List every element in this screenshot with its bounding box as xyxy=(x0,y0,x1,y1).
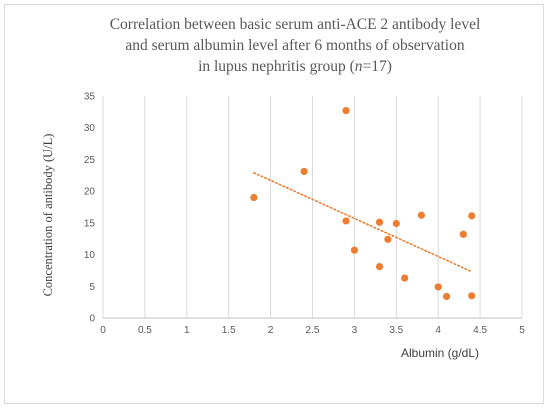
data-point-11 xyxy=(434,283,442,291)
data-point-9 xyxy=(401,274,409,282)
x-tick-label-10: 5 xyxy=(519,325,525,336)
data-point-8 xyxy=(392,219,400,228)
title-line-3: in lupus nephritis group (n=17) xyxy=(60,56,530,77)
data-point-12 xyxy=(442,292,451,301)
x-tick-label-6: 3 xyxy=(352,325,358,336)
y-tick-label-3: 15 xyxy=(84,218,96,229)
title-n-symbol: n xyxy=(354,58,363,75)
x-tick-label-9: 4.5 xyxy=(473,325,487,336)
x-tick-label-5: 2.5 xyxy=(306,325,320,336)
data-point-13 xyxy=(459,230,467,238)
x-axis-label: Albumin (g/dL) xyxy=(401,346,479,360)
title-line-3-text: in lupus nephritis group ( xyxy=(198,58,355,75)
data-point-1 xyxy=(300,167,308,176)
y-tick-label-1: 5 xyxy=(89,282,95,293)
x-tick-labels: 0 0.5 1 1.5 2 2.5 3 3.5 4 4.5 5 xyxy=(100,325,525,336)
x-tick-label-8: 4 xyxy=(435,325,441,336)
data-point-7 xyxy=(384,235,392,243)
data-points xyxy=(250,106,476,301)
y-tick-label-4: 20 xyxy=(84,187,96,198)
data-point-14 xyxy=(468,212,476,220)
trendline xyxy=(253,171,473,273)
gridlines xyxy=(102,96,523,319)
data-point-5 xyxy=(375,218,384,226)
data-point-0 xyxy=(250,193,258,202)
title-n-value: =17) xyxy=(362,58,392,75)
y-tick-label-6: 30 xyxy=(84,123,96,134)
y-tick-label-5: 25 xyxy=(84,155,96,166)
data-point-3 xyxy=(342,217,350,225)
x-tick-label-7: 3.5 xyxy=(389,325,403,336)
y-tick-label-2: 10 xyxy=(84,250,96,261)
x-tick-label-4: 2 xyxy=(268,325,274,336)
y-tick-label-7: 35 xyxy=(84,92,96,103)
title-line-1: Correlation between basic serum anti-ACE… xyxy=(109,16,481,33)
x-tick-label-2: 1 xyxy=(184,325,190,336)
y-tick-labels: 0 5 10 15 20 25 30 35 xyxy=(84,92,96,325)
x-tick-label-3: 1.5 xyxy=(222,325,236,336)
data-point-4 xyxy=(350,246,358,254)
data-point-15 xyxy=(468,292,476,300)
title-line-2: and serum albumin level after 6 months o… xyxy=(125,37,465,54)
x-tick-label-1: 0.5 xyxy=(138,325,152,336)
y-tick-label-0: 0 xyxy=(89,314,95,325)
chart-title: Correlation between basic serum anti-ACE… xyxy=(60,14,530,77)
data-point-2 xyxy=(342,106,350,115)
data-point-6 xyxy=(375,263,384,271)
trendline-group xyxy=(253,171,473,273)
x-tick-label-0: 0 xyxy=(100,325,106,336)
chart-frame xyxy=(4,4,544,404)
y-axis-label: Concentration of antibody (U/L) xyxy=(41,134,55,297)
data-point-10 xyxy=(417,211,426,219)
